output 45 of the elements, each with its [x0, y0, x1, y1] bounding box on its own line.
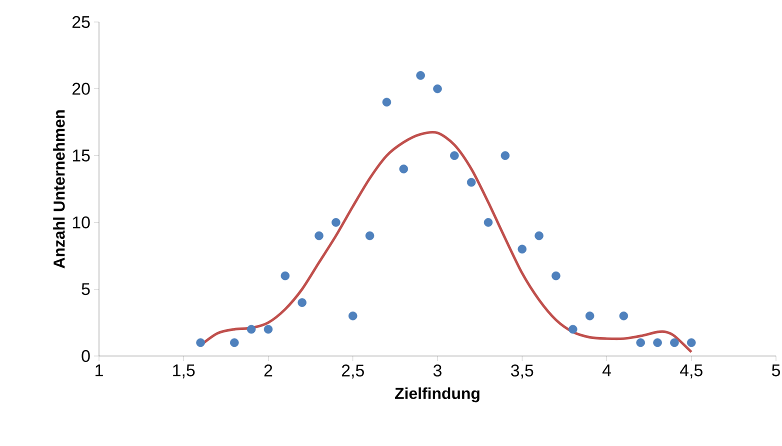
point — [314, 231, 324, 240]
point — [552, 271, 560, 280]
point — [636, 338, 646, 348]
point — [670, 338, 679, 348]
x-tick-label: 2,5 — [342, 364, 364, 379]
point — [365, 231, 374, 240]
point — [686, 338, 696, 348]
point — [585, 312, 594, 320]
x-tick-label: 1 — [96, 364, 103, 376]
point — [298, 298, 306, 307]
x-tick-label: 3 — [433, 364, 442, 377]
point — [433, 84, 442, 94]
point — [280, 271, 290, 280]
y-tick-label: 10 — [72, 216, 90, 228]
point — [230, 338, 239, 348]
point — [246, 324, 256, 334]
point — [382, 98, 392, 107]
x-tick-label: 3,5 — [510, 364, 534, 379]
x-axis-title: Zielfindung — [395, 387, 480, 402]
point — [332, 218, 340, 227]
point — [466, 178, 476, 187]
y-tick-label: 15 — [72, 150, 90, 162]
point — [653, 338, 662, 348]
point — [518, 244, 527, 254]
x-tick-label: 2 — [264, 364, 272, 376]
point — [534, 231, 544, 240]
x-tick-label: 4 — [602, 364, 611, 376]
y-tick-label: 20 — [72, 82, 90, 95]
y-tick-label: 0 — [82, 350, 90, 362]
x-tick-label: 4,5 — [680, 364, 702, 378]
point — [264, 324, 273, 334]
y-tick-label: 5 — [82, 283, 90, 296]
point — [500, 151, 510, 160]
y-axis-title: Anzahl Unternehmen — [53, 110, 65, 268]
point — [450, 151, 459, 160]
point — [568, 324, 578, 334]
x-tick-label: 1,5 — [173, 364, 195, 378]
x-tick-label: 5 — [772, 364, 780, 376]
point — [196, 338, 205, 348]
point — [484, 218, 493, 227]
point — [619, 312, 628, 320]
point — [399, 164, 408, 174]
point — [416, 71, 425, 80]
y-tick-label: 25 — [72, 16, 90, 28]
point — [348, 312, 358, 320]
